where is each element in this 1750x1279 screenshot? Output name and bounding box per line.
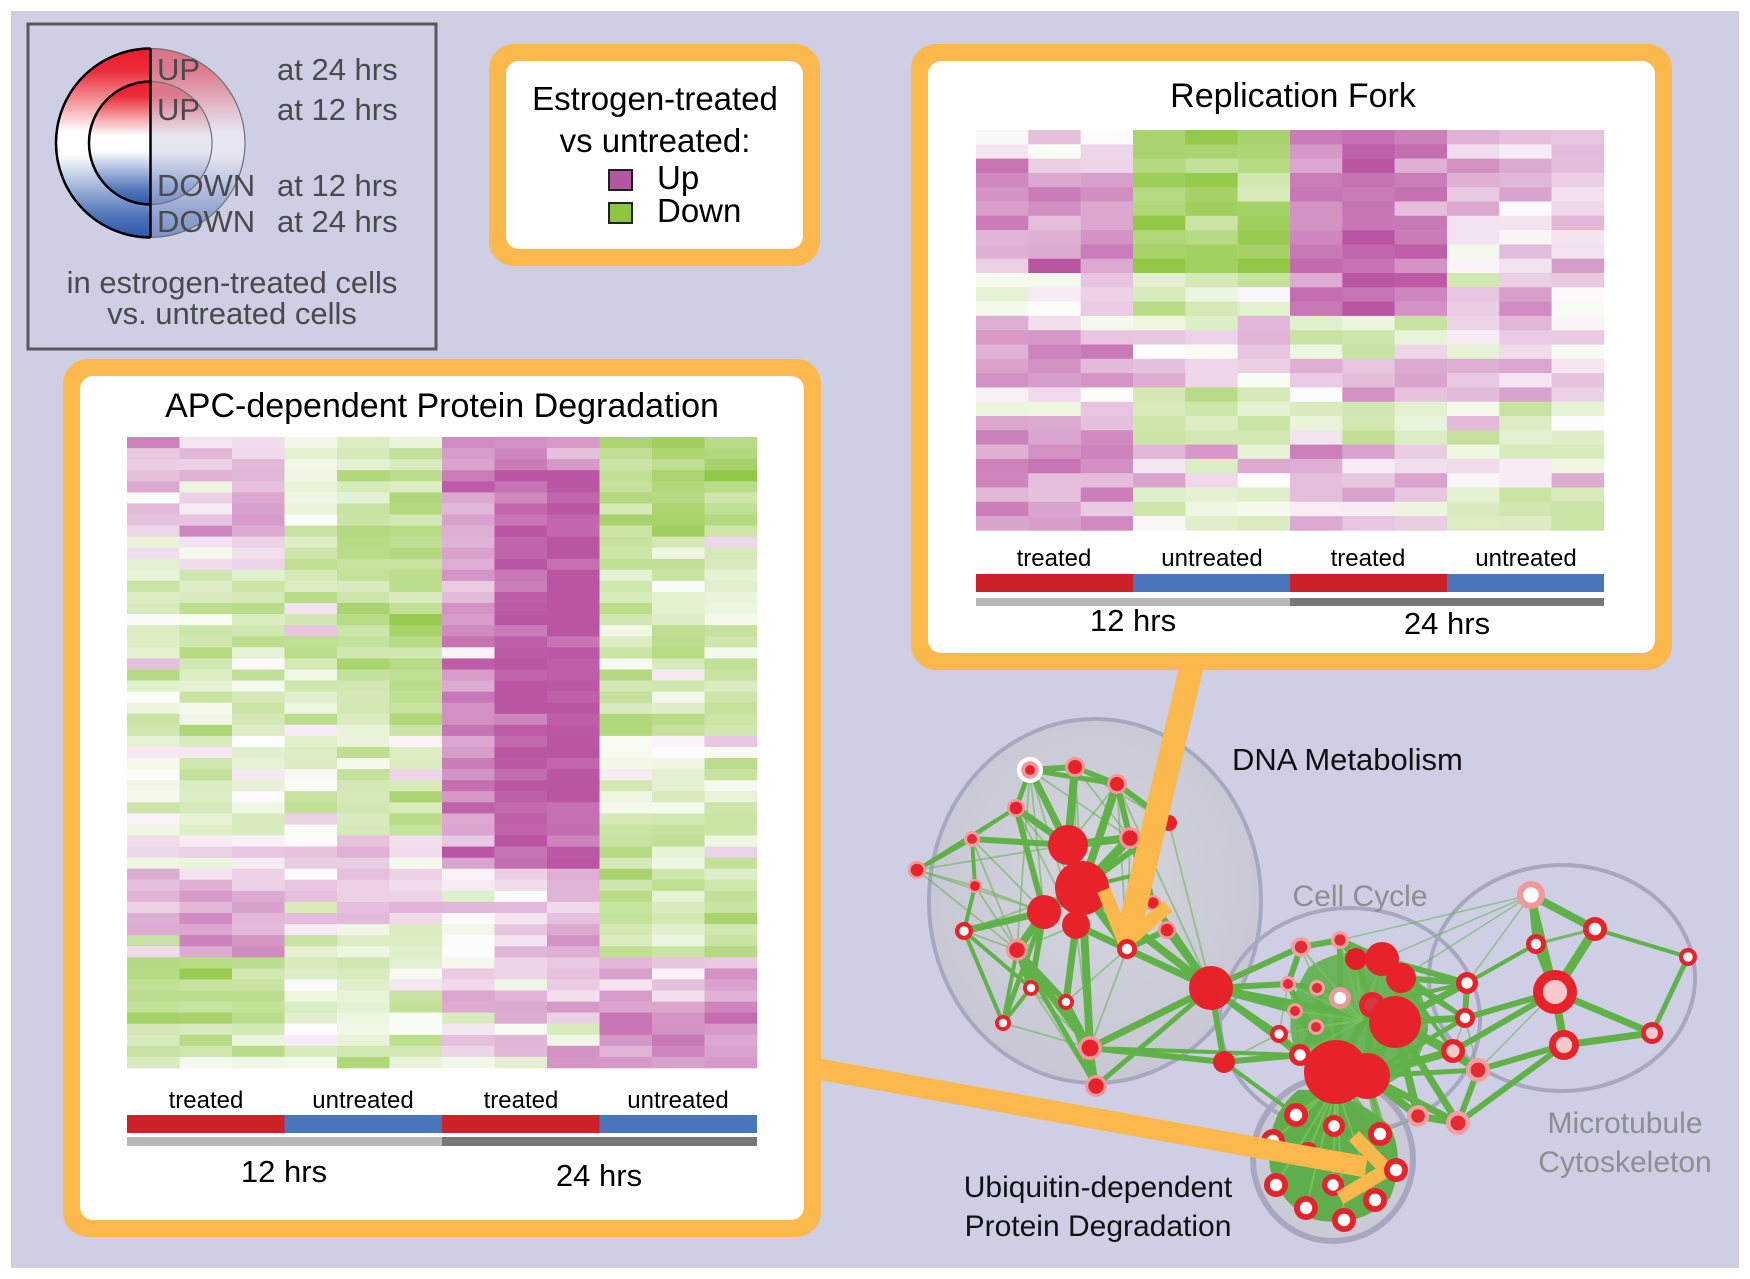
svg-text:12 hrs: 12 hrs — [241, 1154, 327, 1189]
svg-text:treated: treated — [1017, 545, 1092, 572]
svg-text:Cytoskeleton: Cytoskeleton — [1538, 1146, 1711, 1179]
svg-text:Protein Degradation: Protein Degradation — [965, 1210, 1232, 1243]
svg-text:24 hrs: 24 hrs — [556, 1158, 642, 1193]
svg-text:at 24 hrs: at 24 hrs — [277, 204, 398, 239]
svg-text:Microtubule: Microtubule — [1547, 1107, 1702, 1140]
svg-text:vs untreated:: vs untreated: — [560, 122, 751, 159]
svg-text:treated: treated — [484, 1087, 559, 1114]
svg-text:untreated: untreated — [1475, 545, 1576, 572]
svg-text:Replication Fork: Replication Fork — [1170, 77, 1417, 115]
svg-text:UP: UP — [157, 92, 200, 127]
svg-text:Cell Cycle: Cell Cycle — [1292, 880, 1427, 913]
svg-text:12 hrs: 12 hrs — [1090, 603, 1176, 638]
svg-text:Estrogen-treated: Estrogen-treated — [532, 80, 778, 117]
svg-text:at 24 hrs: at 24 hrs — [277, 52, 398, 87]
svg-text:treated: treated — [169, 1087, 244, 1114]
svg-text:at 12 hrs: at 12 hrs — [277, 168, 398, 203]
svg-text:untreated: untreated — [1161, 545, 1262, 572]
svg-text:APC-dependent Protein Degradat: APC-dependent Protein Degradation — [165, 387, 719, 425]
svg-text:untreated: untreated — [312, 1087, 413, 1114]
svg-text:vs. untreated cells: vs. untreated cells — [107, 296, 357, 331]
svg-text:DOWN: DOWN — [157, 168, 255, 203]
svg-text:treated: treated — [1331, 545, 1406, 572]
svg-text:Up: Up — [657, 159, 699, 196]
svg-text:untreated: untreated — [627, 1087, 728, 1114]
svg-text:at 12 hrs: at 12 hrs — [277, 92, 398, 127]
svg-text:in estrogen-treated cells: in estrogen-treated cells — [67, 265, 398, 300]
svg-text:24 hrs: 24 hrs — [1404, 606, 1490, 641]
svg-text:DNA Metabolism: DNA Metabolism — [1232, 742, 1463, 777]
svg-text:Down: Down — [657, 192, 741, 229]
svg-text:UP: UP — [157, 52, 200, 87]
svg-text:Ubiquitin-dependent: Ubiquitin-dependent — [964, 1171, 1233, 1204]
svg-text:DOWN: DOWN — [157, 204, 255, 239]
